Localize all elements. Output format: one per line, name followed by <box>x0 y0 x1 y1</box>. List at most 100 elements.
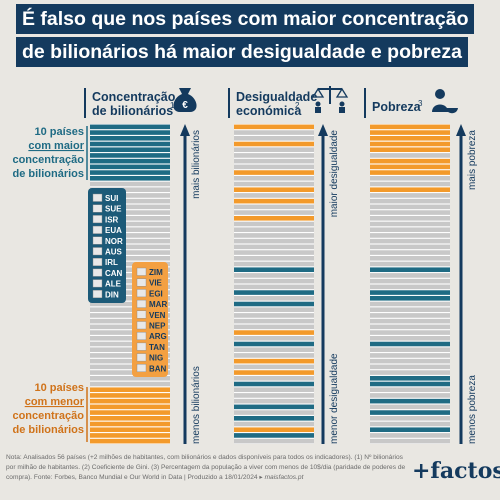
column-3-row-bar <box>370 364 450 370</box>
column-2-axis-top-label: maior desigualdade <box>329 130 340 218</box>
bottom-countries-country-code: NEP <box>149 322 166 331</box>
bottom-countries-country-code: MAR <box>149 300 167 309</box>
column-1-axis-top-label: mais bilionários <box>191 130 202 199</box>
top-countries-flag-icon <box>92 193 103 202</box>
top-countries-country-code: ALE <box>105 280 122 289</box>
column-2-row-bar <box>234 290 314 295</box>
top-countries-flag-icon <box>92 258 103 266</box>
top-countries-flag-icon <box>92 204 103 213</box>
column-2-row-bar <box>234 227 314 233</box>
column-1-row-bar <box>90 187 170 193</box>
column-1-row-bar <box>90 398 170 404</box>
column-3-row-bar <box>370 204 450 210</box>
column-1-row-bar <box>90 433 170 438</box>
column-1-row-bar <box>90 330 170 335</box>
column-1-row-bar <box>90 421 170 427</box>
column-2-row-bar <box>234 347 314 353</box>
column-3-row-bar <box>370 141 450 147</box>
bottom-countries-flag-icon <box>136 364 147 372</box>
column-2-row-bar <box>234 170 314 175</box>
column-3-axis-top-label: mais pobreza <box>467 130 478 190</box>
bottom-group-label-line: 10 países <box>34 382 84 394</box>
column-2-row-bar <box>234 341 314 347</box>
column-1-row-bar <box>90 181 170 187</box>
column-2-row-bar <box>234 387 314 393</box>
column-1-row-bar <box>90 255 170 261</box>
bottom-countries-country-code: TAN <box>149 343 165 352</box>
column-3-row-bar <box>370 421 450 427</box>
column-2-footnote-marker: 2 <box>295 101 300 110</box>
column-3-row-bar <box>370 381 450 387</box>
bottom-countries-flag-icon <box>136 342 147 351</box>
top-countries-flag-icon <box>92 236 103 245</box>
column-1-row-bar <box>90 313 170 318</box>
column-3-row-bar <box>370 221 450 227</box>
column-3-row-bar <box>370 433 450 438</box>
column-2-axis-bottom-label: menor desigualdade <box>329 353 340 444</box>
column-2-row-bar <box>234 301 314 307</box>
column-1-row-bar <box>90 198 170 204</box>
column-1-row-bar <box>90 153 170 158</box>
column-1-row-bar <box>90 364 170 370</box>
column-1-row-bar <box>90 210 170 215</box>
column-3-row-bar <box>370 318 450 324</box>
column-2-row-bar <box>234 210 314 215</box>
column-1-row-bar <box>90 278 170 284</box>
bottom-group-label-line: de bilionários <box>12 424 84 436</box>
column-2-header-line: económica <box>236 104 302 118</box>
title-area: É falso que nos países com maior concent… <box>0 0 500 74</box>
top-countries-country-code: CAN <box>105 269 123 278</box>
column-3-row-bar <box>370 341 450 347</box>
bottom-countries-flag-icon <box>136 289 147 298</box>
column-2-row-bar <box>234 335 314 341</box>
footnote: Nota: Analisados 56 países (+2 milhões d… <box>6 454 406 481</box>
column-2-row-bar <box>234 410 314 415</box>
column-2-row-bar <box>234 181 314 187</box>
column-1-row-bar <box>90 387 170 393</box>
column-1-row-bar <box>90 158 170 164</box>
column-2-row-bar <box>234 375 314 381</box>
column-1-row-bar <box>90 427 170 433</box>
scale-pan-left <box>311 87 325 98</box>
column-2-row-bar <box>234 330 314 335</box>
column-1-row-bar <box>90 381 170 387</box>
poor-person-bowl-icon <box>435 89 445 99</box>
column-2-row-bar <box>234 438 314 444</box>
column-3-row-bar <box>370 393 450 398</box>
column-2-row-bar <box>234 193 314 198</box>
column-1-row-bar <box>90 273 170 278</box>
top-countries-flag-icon <box>92 268 103 277</box>
top-countries-flag-icon <box>92 279 103 288</box>
column-3-row-bar <box>370 404 450 410</box>
column-2-row-bar <box>234 415 314 421</box>
column-2-row-bar <box>234 141 314 147</box>
column-3-row-bar <box>370 273 450 278</box>
column-2-row-bar <box>234 215 314 221</box>
column-1-row-bar <box>90 358 170 364</box>
money-bag-euro-icon <box>173 88 197 112</box>
column-2-row-bar <box>234 278 314 284</box>
column-1-row-bar <box>90 393 170 398</box>
column-3-row-bar <box>370 267 450 273</box>
top-group-label-line: com maior <box>28 140 84 152</box>
column-2-row-bar <box>234 147 314 153</box>
column-3-row-bar <box>370 233 450 238</box>
column-1-row-bar <box>90 164 170 170</box>
column-3-row-bar <box>370 135 450 141</box>
column-3-row-bar <box>370 387 450 393</box>
column-1-row-bar <box>90 335 170 341</box>
scale-pan-right <box>335 87 349 98</box>
bottom-countries-country-code: NIG <box>149 354 163 363</box>
column-1-header-line: de bilionários <box>92 104 173 118</box>
top-countries-flag-icon <box>92 215 103 224</box>
column-3-header-line: Pobreza <box>372 100 422 114</box>
column-1-row-bar <box>90 370 170 375</box>
column-2-row-bar <box>234 398 314 404</box>
column-1-row-bar <box>90 301 170 307</box>
column-1-row-bar <box>90 238 170 244</box>
bottom-group-label-line: concentração <box>12 410 84 422</box>
column-2-row-bar <box>234 433 314 438</box>
top-countries-country-code: AUS <box>105 248 123 257</box>
column-3-row-bar <box>370 284 450 290</box>
column-3-row-bar <box>370 330 450 335</box>
